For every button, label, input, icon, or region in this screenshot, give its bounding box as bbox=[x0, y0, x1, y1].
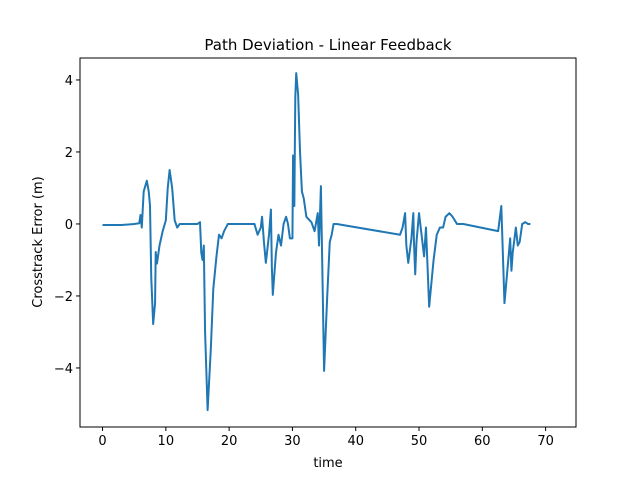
x-tick-label: 50 bbox=[411, 434, 428, 449]
x-tick-label: 40 bbox=[347, 434, 364, 449]
y-tick-label: 4 bbox=[65, 74, 73, 89]
x-tick-label: 10 bbox=[158, 434, 175, 449]
plot-frame bbox=[79, 57, 577, 428]
x-axis-label: time bbox=[313, 456, 342, 471]
y-tick-label: 0 bbox=[65, 218, 73, 233]
x-tick-label: 60 bbox=[474, 434, 491, 449]
chart-title: Path Deviation - Linear Feedback bbox=[204, 36, 452, 54]
x-tick-label: 0 bbox=[98, 434, 106, 449]
x-tick-label: 30 bbox=[284, 434, 301, 449]
y-tick-label: −4 bbox=[54, 362, 73, 377]
data-line bbox=[102, 72, 531, 412]
y-axis-label: Crosstrack Error (m) bbox=[31, 176, 46, 307]
y-tick-label: −2 bbox=[54, 290, 73, 305]
x-tick-label: 70 bbox=[537, 434, 554, 449]
y-tick-label: 2 bbox=[65, 146, 73, 161]
x-tick-label: 20 bbox=[221, 434, 238, 449]
